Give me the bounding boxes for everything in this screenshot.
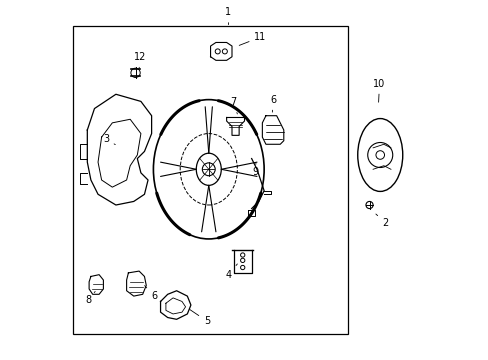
Text: 8: 8 xyxy=(85,292,95,305)
Text: 5: 5 xyxy=(189,310,210,326)
Bar xyxy=(73,26,347,334)
Text: 6: 6 xyxy=(144,285,157,301)
Text: 7: 7 xyxy=(229,97,237,114)
Text: 11: 11 xyxy=(239,32,266,45)
Text: 3: 3 xyxy=(102,134,115,145)
Text: 9: 9 xyxy=(252,163,258,177)
Text: 1: 1 xyxy=(225,7,231,24)
Text: 2: 2 xyxy=(375,214,388,228)
Text: 4: 4 xyxy=(225,264,237,280)
Text: 10: 10 xyxy=(373,78,385,102)
Text: 12: 12 xyxy=(134,52,146,68)
Text: 6: 6 xyxy=(270,95,276,112)
